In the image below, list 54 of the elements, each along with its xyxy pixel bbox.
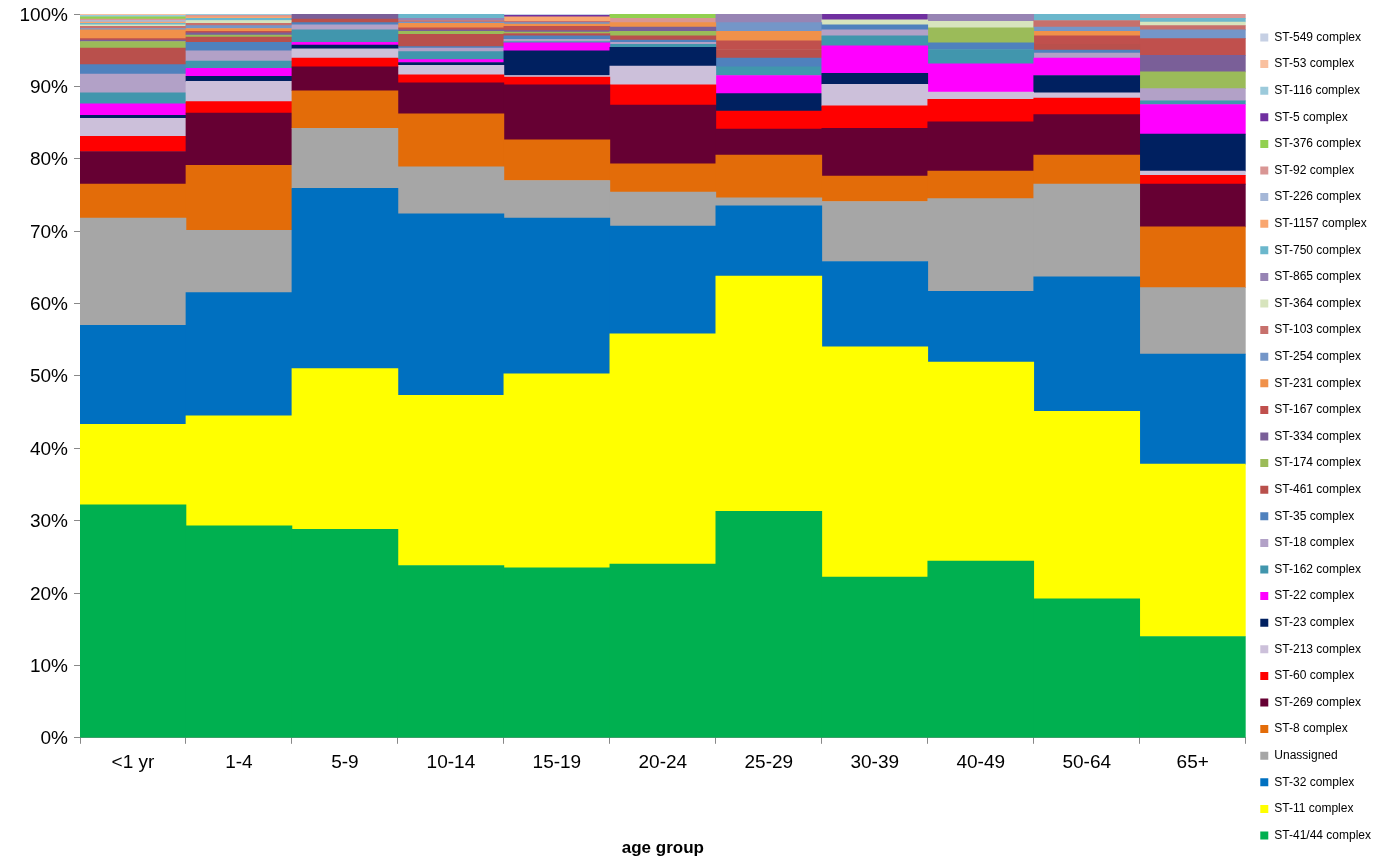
legend-label: ST-116 complex bbox=[1274, 83, 1361, 98]
legend-label: ST-167 complex bbox=[1274, 402, 1361, 417]
y-tick-label: 50% bbox=[29, 365, 69, 387]
x-tick-label: 20-24 bbox=[638, 751, 688, 773]
legend-label: ST-174 complex bbox=[1274, 455, 1361, 470]
legend-label: ST-750 complex bbox=[1274, 242, 1361, 257]
x-tick-label: 25-29 bbox=[744, 751, 794, 773]
x-tick-label: <1 yr bbox=[111, 751, 156, 773]
legend-label: ST-162 complex bbox=[1274, 561, 1361, 576]
legend-label: Unassigned bbox=[1274, 748, 1338, 763]
legend-label: ST-231 complex bbox=[1274, 375, 1361, 390]
y-tick-label: 100% bbox=[19, 3, 69, 25]
x-tick-label: 5-9 bbox=[331, 751, 359, 773]
legend-label: ST-23 complex bbox=[1274, 615, 1355, 630]
legend-label: ST-53 complex bbox=[1274, 56, 1355, 71]
legend-label: ST-334 complex bbox=[1274, 428, 1361, 443]
legend-label: ST-254 complex bbox=[1274, 349, 1361, 364]
y-tick-label: 80% bbox=[29, 148, 69, 170]
x-tick-label: 10-14 bbox=[426, 751, 476, 773]
y-tick-label: 60% bbox=[29, 293, 69, 315]
x-tick-label: 65+ bbox=[1176, 751, 1209, 773]
legend-label: ST-22 complex bbox=[1274, 588, 1355, 603]
legend-label: ST-549 complex bbox=[1274, 29, 1361, 44]
y-tick-label: 20% bbox=[29, 582, 69, 604]
legend-label: ST-41/44 complex bbox=[1274, 827, 1371, 842]
y-tick-label: 70% bbox=[29, 220, 69, 242]
x-tick-label: 30-39 bbox=[850, 751, 900, 773]
legend-label: ST-11 complex bbox=[1274, 801, 1354, 816]
y-tick-label: 0% bbox=[40, 727, 69, 749]
legend-label: ST-103 complex bbox=[1274, 322, 1361, 337]
legend-label: ST-461 complex bbox=[1274, 482, 1361, 497]
legend-label: ST-269 complex bbox=[1274, 694, 1361, 709]
legend-label: ST-60 complex bbox=[1274, 668, 1355, 683]
y-tick-label: 30% bbox=[29, 510, 69, 532]
x-axis-title: age group bbox=[621, 838, 704, 858]
legend-label: ST-364 complex bbox=[1274, 295, 1361, 310]
legend-label: ST-32 complex bbox=[1274, 774, 1355, 789]
y-tick-label: 40% bbox=[29, 437, 69, 459]
legend-label: ST-226 complex bbox=[1274, 189, 1361, 204]
x-tick-label: 40-49 bbox=[956, 751, 1006, 773]
legend-label: ST-213 complex bbox=[1274, 641, 1361, 656]
legend-label: ST-92 complex bbox=[1274, 162, 1355, 177]
legend-label: ST-35 complex bbox=[1274, 508, 1355, 523]
y-tick-label: 10% bbox=[29, 654, 69, 676]
legend-label: ST-376 complex bbox=[1274, 136, 1361, 151]
legend-label: ST-865 complex bbox=[1274, 269, 1361, 284]
legend-label: ST-18 complex bbox=[1274, 535, 1355, 550]
legend-label: ST-8 complex bbox=[1274, 721, 1348, 736]
x-tick-label: 50-64 bbox=[1062, 751, 1112, 773]
x-tick-label: 1-4 bbox=[225, 751, 254, 773]
y-tick-label: 90% bbox=[29, 75, 69, 97]
legend-label: ST-5 complex bbox=[1274, 109, 1348, 124]
legend-label: ST-1157 complex bbox=[1274, 216, 1367, 231]
x-tick-label: 15-19 bbox=[532, 751, 582, 773]
